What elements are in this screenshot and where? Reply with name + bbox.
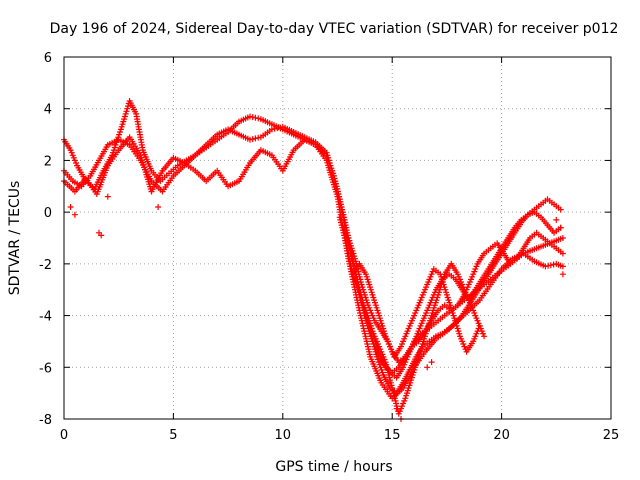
data-point-marker xyxy=(559,271,566,278)
series-outliers xyxy=(67,188,566,422)
y-tick-label: 0 xyxy=(44,206,52,221)
data-point-marker xyxy=(393,405,400,412)
data-point-marker xyxy=(476,322,483,329)
data-point-marker xyxy=(557,224,564,231)
data-point-marker xyxy=(559,235,566,241)
data-point-marker xyxy=(98,232,105,239)
x-tick-label: 20 xyxy=(493,428,510,443)
x-tick-label: 25 xyxy=(603,428,620,443)
data-point-marker xyxy=(249,136,256,143)
data-point-marker xyxy=(547,262,554,269)
y-axis-label: SDTVAR / TECUs xyxy=(7,181,23,296)
data-point-marker xyxy=(424,364,431,371)
y-tick-label: 6 xyxy=(44,51,52,66)
data-point-marker xyxy=(553,216,560,223)
data-point-marker xyxy=(148,188,155,195)
y-tick-label: -4 xyxy=(39,310,52,325)
y-tick-label: 4 xyxy=(44,103,52,118)
x-tick-label: 15 xyxy=(384,428,401,443)
data-point-marker xyxy=(481,333,488,340)
data-point-marker xyxy=(155,204,162,210)
y-tick-label: -6 xyxy=(39,361,52,376)
grid xyxy=(64,57,611,419)
data-point-marker xyxy=(123,108,130,115)
data-point-marker xyxy=(104,193,111,200)
data-point-marker xyxy=(249,114,256,121)
y-tick-label: -8 xyxy=(39,413,52,428)
data-points xyxy=(61,98,566,422)
data-point-marker xyxy=(71,211,78,218)
data-point-marker xyxy=(118,123,125,130)
data-point-marker xyxy=(557,206,564,213)
data-point-marker xyxy=(428,359,435,366)
y-tick-label: 2 xyxy=(44,154,52,169)
x-tick-label: 10 xyxy=(275,428,292,443)
data-point-marker xyxy=(255,115,262,122)
series-track-g xyxy=(349,229,566,366)
axis-ticks: 0 5 10 15 20 25 -8 -6 -4 -2 0 2 4 6 xyxy=(39,51,619,443)
x-tick-label: 5 xyxy=(169,428,177,443)
x-axis-label: GPS time / hours xyxy=(275,459,392,475)
data-point-marker xyxy=(271,125,278,132)
chart-title: Day 196 of 2024, Sidereal Day-to-day VTE… xyxy=(50,21,619,37)
x-tick-label: 0 xyxy=(60,428,68,443)
y-tick-label: -2 xyxy=(39,258,52,273)
plot-frame xyxy=(63,56,612,420)
data-point-marker xyxy=(67,204,74,210)
data-point-marker xyxy=(559,250,566,257)
series-track-e xyxy=(336,214,488,417)
data-point-marker xyxy=(559,263,566,270)
